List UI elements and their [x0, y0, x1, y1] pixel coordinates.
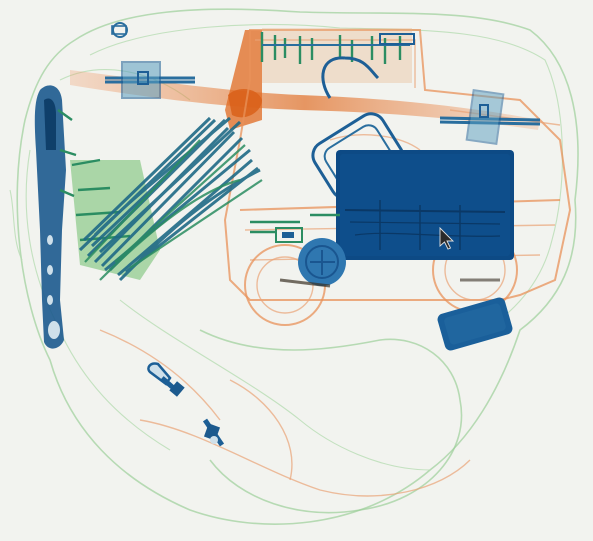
wire-bundle [70, 116, 263, 282]
zipper-pulls [147, 362, 225, 447]
metal-brackets [105, 22, 541, 145]
small-box [437, 297, 513, 351]
organic-strap [70, 30, 540, 130]
dense-box [336, 150, 514, 260]
circuit-board [260, 28, 415, 99]
round-part [250, 213, 500, 288]
mouse-pointer-icon [439, 226, 455, 250]
long-tool [34, 85, 77, 349]
